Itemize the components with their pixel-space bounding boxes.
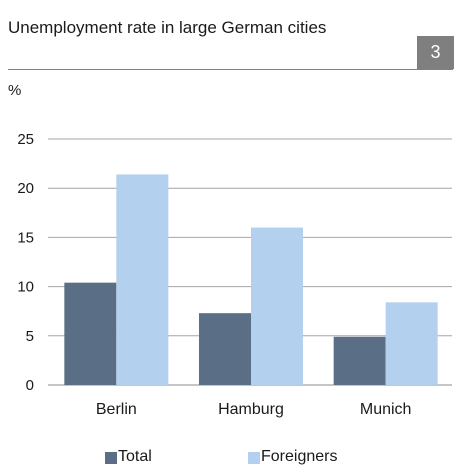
y-tick-label: 15 [17, 229, 34, 246]
x-tick-label: Berlin [96, 401, 137, 418]
bar-total-munich [333, 336, 386, 385]
bar-foreigners-berlin [116, 174, 169, 385]
y-tick-label: 20 [17, 180, 34, 197]
chart-title: Unemployment rate in large German cities [8, 18, 327, 37]
figure-number-badge: 3 [417, 36, 454, 69]
y-tick-label: 10 [17, 279, 34, 296]
y-tick-label: 0 [26, 377, 34, 394]
bar-foreigners-munich [385, 302, 438, 385]
header-divider [8, 69, 453, 70]
y-tick-label: 25 [17, 131, 34, 148]
legend-label-total: Total [118, 448, 152, 465]
legend-swatch-total [105, 452, 117, 464]
bar-total-hamburg [199, 313, 251, 385]
x-tick-label: Hamburg [218, 401, 284, 418]
legend-label-foreigners: Foreigners [261, 448, 338, 465]
y-tick-label: 5 [26, 328, 34, 345]
x-tick-label: Munich [360, 401, 412, 418]
bar-total-berlin [64, 282, 117, 385]
legend-swatch-foreigners [248, 452, 260, 464]
bar-foreigners-hamburg [251, 227, 303, 385]
y-axis-unit-label: % [8, 82, 22, 99]
